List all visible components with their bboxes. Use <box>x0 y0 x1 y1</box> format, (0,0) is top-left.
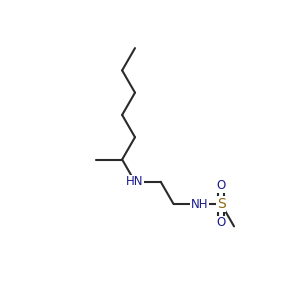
Text: NH: NH <box>191 198 208 211</box>
Text: HN: HN <box>126 175 144 188</box>
Text: O: O <box>217 216 226 229</box>
Text: S: S <box>217 197 226 211</box>
Text: O: O <box>217 179 226 192</box>
